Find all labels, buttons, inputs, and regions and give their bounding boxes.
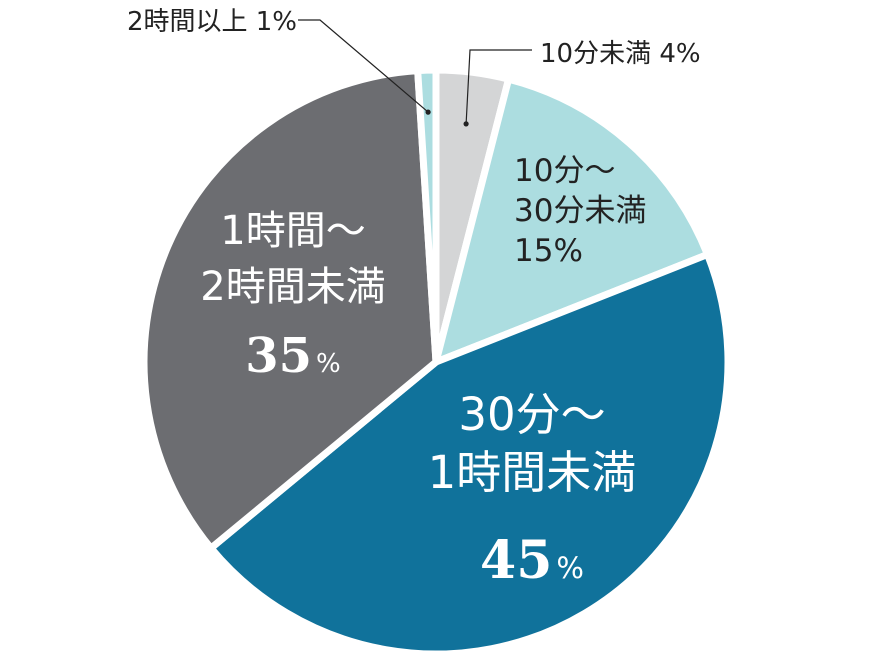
callout-line-0 bbox=[465, 49, 532, 124]
slice-labels: 10分～ 30分未満 15% 30分～1時間未満 45 % 1時間～ 2時間未満 35 % 10分未… bbox=[127, 7, 701, 591]
callout-leaders bbox=[298, 19, 532, 127]
pie-slice-1 bbox=[430, 74, 713, 368]
callout-label-0: 10分未満 4% bbox=[540, 39, 701, 69]
slice-label-line-3-0: 1時間～ bbox=[220, 208, 365, 254]
callout-line-4 bbox=[298, 19, 429, 113]
slice-label-line-2-0: 30分～ bbox=[458, 388, 605, 441]
slice-value-label-3: 35% bbox=[245, 328, 341, 384]
slice-label-line-3-1: 2時間未満 bbox=[200, 264, 385, 310]
slice-label-line-2-1: 1時間未満 bbox=[428, 446, 637, 499]
slice-label-line-1-1: 30分未満 bbox=[514, 193, 646, 229]
pie-slice-4 bbox=[413, 66, 440, 363]
pie-slices bbox=[140, 66, 732, 658]
slice-label-line-1-0: 10分～ bbox=[514, 153, 615, 189]
pie-slice-3 bbox=[140, 66, 440, 554]
slice-value-label-1: 15% bbox=[514, 233, 583, 269]
callout-label-4: 2時間以上 1% bbox=[127, 7, 297, 37]
pie-slice-2 bbox=[206, 249, 732, 658]
slice-value-label-2: 45% bbox=[480, 530, 584, 591]
